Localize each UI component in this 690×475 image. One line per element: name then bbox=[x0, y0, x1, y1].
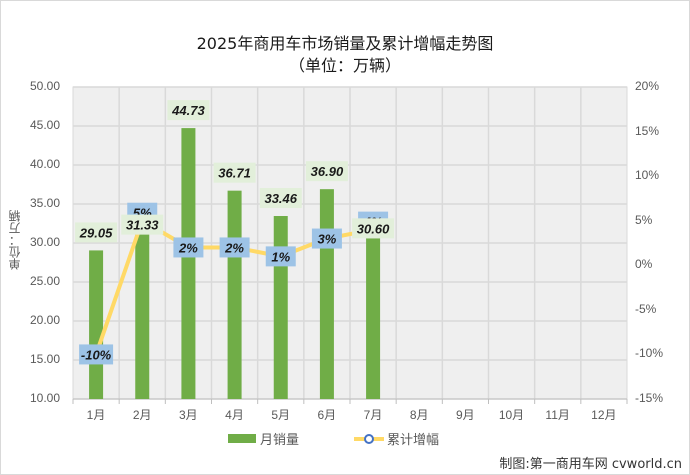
legend-label: 月销量 bbox=[260, 433, 300, 448]
y-axis-tick: 30.00 bbox=[29, 235, 60, 249]
chart-title: 2025年商用车市场销量及累计增幅走势图 bbox=[196, 34, 494, 53]
data-label: 2% bbox=[219, 237, 250, 258]
svg-text:-10%: -10% bbox=[81, 347, 112, 362]
svg-text:3%: 3% bbox=[318, 232, 337, 247]
x-axis-tick: 8月 bbox=[409, 408, 429, 422]
bar-monthly-sales bbox=[89, 250, 104, 399]
svg-text:36.90: 36.90 bbox=[311, 164, 344, 179]
y2-axis-tick: -15% bbox=[635, 391, 664, 405]
x-axis-tick: 1月 bbox=[86, 408, 106, 422]
bar-legend-swatch bbox=[228, 434, 256, 443]
data-label: 33.46 bbox=[259, 188, 302, 209]
data-label: 29.05 bbox=[75, 222, 118, 243]
bar-monthly-sales bbox=[135, 232, 150, 399]
y-axis-tick: 50.00 bbox=[29, 79, 60, 93]
svg-text:36.71: 36.71 bbox=[218, 166, 251, 181]
x-axis-tick: 4月 bbox=[225, 408, 244, 422]
data-label: 1% bbox=[265, 246, 296, 267]
y2-axis-tick: -5% bbox=[635, 301, 657, 316]
line-legend-marker-icon bbox=[354, 433, 384, 444]
data-label: -10% bbox=[79, 344, 114, 365]
svg-text:31.33: 31.33 bbox=[126, 218, 159, 233]
y-axis-tick: 25.00 bbox=[29, 274, 60, 288]
bar-monthly-sales bbox=[366, 238, 381, 399]
svg-text:44.73: 44.73 bbox=[171, 103, 205, 118]
y-axis-tick: 35.00 bbox=[29, 196, 60, 210]
legend-item-cumulative-growth: 累计增幅 bbox=[354, 429, 439, 448]
x-axis-tick: 7月 bbox=[363, 408, 383, 422]
svg-text:30.60: 30.60 bbox=[357, 221, 390, 236]
data-label: 2% bbox=[173, 237, 204, 258]
bar-monthly-sales bbox=[273, 216, 288, 399]
x-axis-tick: 6月 bbox=[317, 408, 337, 422]
y-axis-tick: 10.00 bbox=[29, 391, 60, 405]
chart-subtitle: （单位：万辆） bbox=[288, 56, 401, 75]
y2-axis-tick: 20% bbox=[635, 79, 660, 93]
legend-label: 累计增幅 bbox=[387, 433, 440, 448]
chart-credit: 制图:第一商用车网 cvworld.cn bbox=[499, 457, 682, 472]
legend-item-monthly-sales: 月销量 bbox=[228, 429, 299, 448]
x-axis-tick: 11月 bbox=[545, 408, 570, 422]
data-label: 30.60 bbox=[352, 218, 395, 239]
y-axis-tick: 20.00 bbox=[29, 313, 60, 327]
y-axis-tick: 40.00 bbox=[29, 157, 60, 171]
y2-axis-tick: 15% bbox=[635, 123, 660, 138]
y2-axis-tick: 10% bbox=[635, 168, 660, 183]
svg-text:2%: 2% bbox=[224, 240, 244, 255]
x-axis-tick: 3月 bbox=[178, 408, 198, 422]
x-axis-tick: 2月 bbox=[132, 408, 152, 422]
svg-text:1%: 1% bbox=[271, 249, 290, 264]
data-label: 36.90 bbox=[305, 161, 348, 182]
x-axis-tick: 5月 bbox=[271, 408, 290, 422]
data-label: 44.73 bbox=[167, 100, 210, 121]
y2-axis-tick: -10% bbox=[635, 346, 664, 361]
bar-monthly-sales bbox=[181, 128, 196, 399]
svg-text:2%: 2% bbox=[178, 240, 198, 255]
bar-monthly-sales bbox=[227, 190, 242, 399]
y2-axis-tick: 0% bbox=[635, 257, 653, 272]
x-axis-tick: 9月 bbox=[455, 408, 475, 422]
svg-text:33.46: 33.46 bbox=[264, 191, 297, 206]
data-label: 36.71 bbox=[213, 162, 256, 183]
data-label: 3% bbox=[311, 228, 342, 249]
y-axis-tick: 45.00 bbox=[29, 118, 60, 132]
data-label: 31.33 bbox=[121, 214, 164, 235]
x-axis-tick: 12月 bbox=[591, 408, 617, 422]
svg-text:29.05: 29.05 bbox=[79, 225, 113, 240]
y-axis-tick: 15.00 bbox=[29, 352, 60, 366]
y2-axis-tick: 5% bbox=[635, 212, 653, 227]
x-axis-tick: 10月 bbox=[498, 408, 525, 422]
bar-monthly-sales bbox=[319, 189, 334, 399]
